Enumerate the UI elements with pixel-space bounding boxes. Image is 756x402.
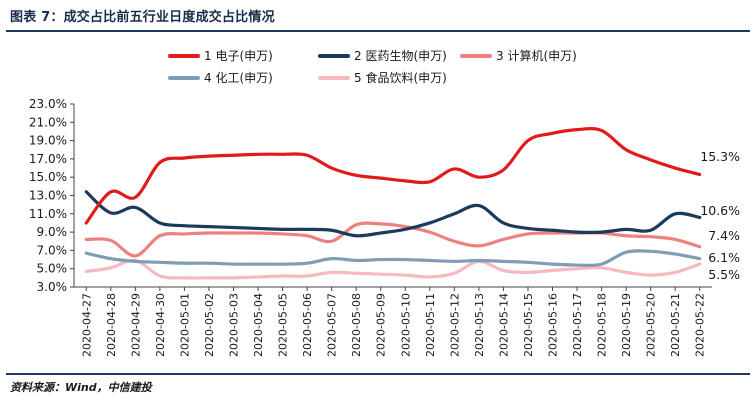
end-labels: 15.3% 10.6% 7.4% 6.1% 5.5% bbox=[700, 149, 740, 282]
end-label-2: 10.6% bbox=[700, 203, 740, 218]
legend-label-5: 5 食品饮料(申万) bbox=[354, 70, 447, 85]
y-tick-label: 21.0% bbox=[29, 115, 67, 129]
y-tick-label: 13.0% bbox=[29, 189, 67, 203]
top-rule bbox=[6, 30, 750, 32]
series-line-4 bbox=[84, 249, 702, 267]
y-tick-label: 15.0% bbox=[29, 170, 67, 184]
x-tick-label: 2020-04-27 bbox=[80, 293, 93, 357]
x-tick-label: 2020-05-18 bbox=[596, 293, 609, 357]
y-tick-label: 9.0% bbox=[37, 225, 68, 239]
y-tick-label: 19.0% bbox=[29, 134, 67, 148]
y-tick-label: 23.0% bbox=[29, 97, 67, 111]
x-tick-label: 2020-05-09 bbox=[375, 293, 388, 357]
x-tick-label: 2020-05-21 bbox=[669, 293, 682, 357]
y-tick-label: 17.0% bbox=[29, 152, 67, 166]
y-tick-label: 11.0% bbox=[29, 207, 67, 221]
x-tick-label: 2020-05-14 bbox=[497, 293, 510, 357]
y-tick-label: 5.0% bbox=[37, 262, 68, 276]
legend-label-1: 1 电子(申万) bbox=[204, 49, 273, 63]
legend-label-3: 3 计算机(申万) bbox=[496, 48, 577, 63]
x-tick-label: 2020-05-05 bbox=[277, 293, 290, 357]
x-tick-label: 2020-05-03 bbox=[228, 293, 241, 357]
x-tick-label: 2020-04-29 bbox=[129, 293, 142, 357]
x-tick-label: 2020-05-13 bbox=[473, 293, 486, 357]
x-tick-label: 2020-05-15 bbox=[522, 293, 535, 357]
series-lines bbox=[84, 127, 702, 280]
source-note: 资料来源：Wind，中信建投 bbox=[10, 381, 152, 394]
figure-caption: 图表 7：成交占比前五行业日度成交占比情况 bbox=[10, 10, 275, 25]
end-label-3: 7.4% bbox=[708, 228, 740, 243]
x-tick-label: 2020-05-12 bbox=[448, 293, 461, 357]
end-label-5: 5.5% bbox=[708, 267, 740, 282]
chart-legend: 1 电子(申万) 2 医药生物(申万) 3 计算机(申万) 4 化工(申万) 5 食品饮… bbox=[168, 48, 577, 85]
x-tick-label: 2020-05-06 bbox=[301, 293, 314, 357]
x-tick-label: 2020-04-28 bbox=[105, 293, 118, 357]
x-tick-label: 2020-05-04 bbox=[252, 293, 265, 357]
y-tick-label: 3.0% bbox=[37, 280, 68, 294]
x-tick-label: 2020-05-11 bbox=[424, 293, 437, 357]
legend-label-4: 4 化工(申万) bbox=[204, 71, 273, 85]
x-tick-label: 2020-05-02 bbox=[203, 293, 216, 357]
x-tick-label: 2020-05-22 bbox=[694, 293, 707, 357]
series-line-5 bbox=[84, 258, 702, 280]
x-tick-label: 2020-05-01 bbox=[178, 293, 191, 357]
x-tick-label: 2020-05-20 bbox=[645, 293, 658, 357]
legend-label-2: 2 医药生物(申万) bbox=[354, 49, 447, 63]
x-tick-label: 2020-04-30 bbox=[154, 293, 167, 357]
x-tick-label: 2020-05-08 bbox=[350, 293, 363, 357]
y-tick-label: 7.0% bbox=[37, 243, 68, 257]
x-tick-label: 2020-05-17 bbox=[571, 293, 584, 357]
series-line-2 bbox=[84, 190, 702, 238]
series-line-1 bbox=[84, 127, 702, 225]
x-tick-label: 2020-05-16 bbox=[547, 293, 560, 357]
series-line-3 bbox=[84, 221, 702, 258]
y-axis: 23.0% 21.0% 19.0% 17.0% 15.0% 13.0% 11.0% 9.0% 7… bbox=[29, 97, 75, 294]
end-label-1: 15.3% bbox=[700, 149, 740, 164]
x-tick-label: 2020-05-10 bbox=[399, 293, 412, 357]
end-label-4: 6.1% bbox=[708, 250, 740, 265]
bottom-rule bbox=[6, 373, 750, 375]
x-axis: 2020-04-27 2020-04-28 2020-04-29 2020-04-30… bbox=[74, 286, 712, 357]
x-tick-label: 2020-05-07 bbox=[326, 293, 339, 357]
x-tick-label: 2020-05-19 bbox=[620, 293, 633, 357]
